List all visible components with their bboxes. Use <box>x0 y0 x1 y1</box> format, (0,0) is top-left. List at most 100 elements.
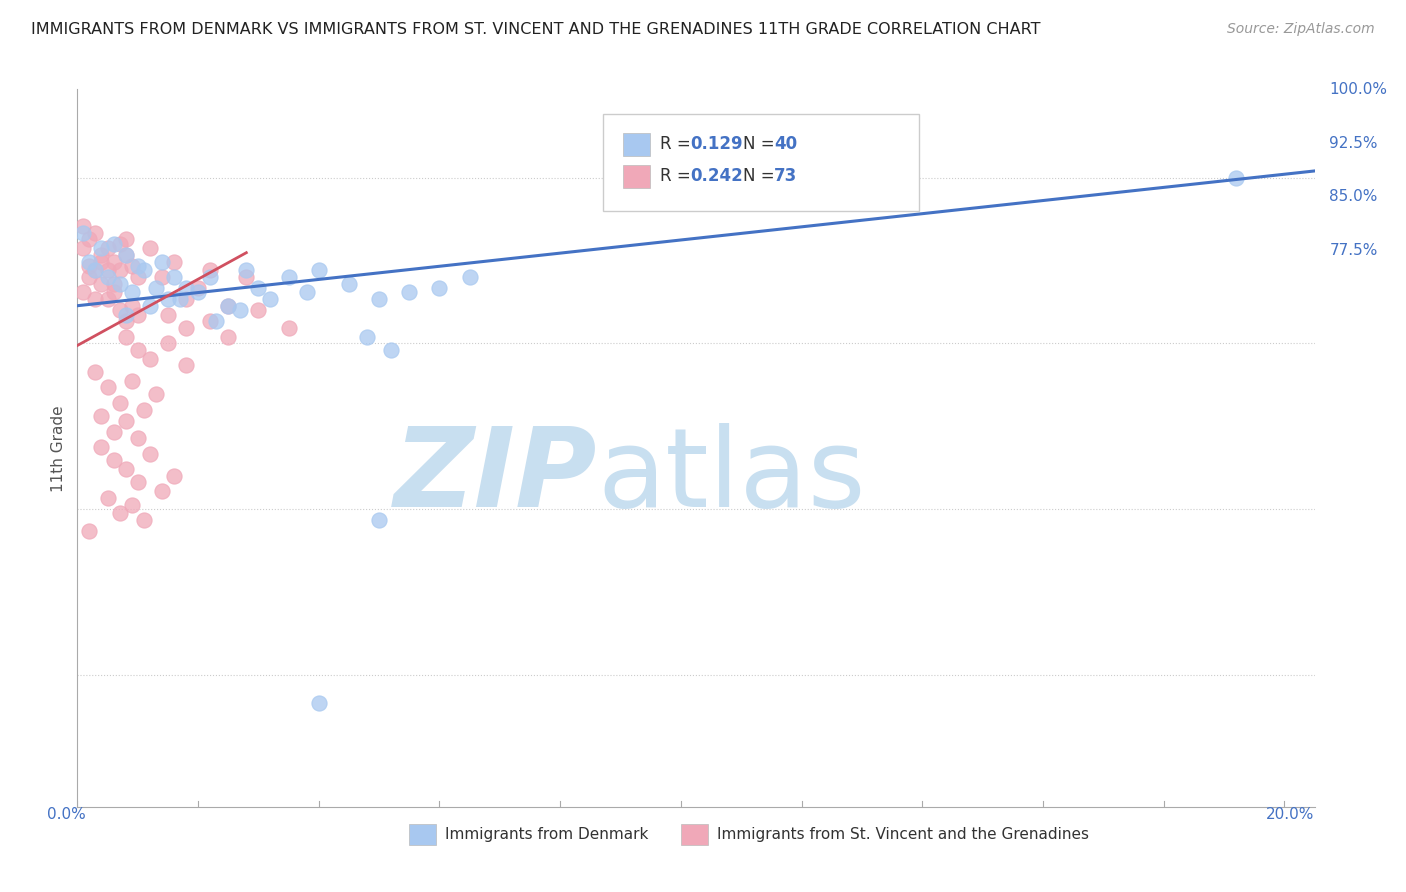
Point <box>247 303 270 318</box>
Point <box>127 475 149 490</box>
Point <box>277 321 299 335</box>
Point <box>398 285 420 300</box>
Point <box>337 277 360 291</box>
Point <box>356 329 378 343</box>
Point <box>235 270 257 285</box>
Point <box>187 281 209 295</box>
Point <box>139 299 162 313</box>
Point <box>79 524 101 538</box>
Point <box>90 254 112 268</box>
Point <box>429 281 451 295</box>
Point <box>103 277 125 291</box>
Text: N =: N = <box>742 167 780 185</box>
Point <box>277 270 299 285</box>
Point <box>96 263 118 277</box>
Point <box>127 308 149 322</box>
Point <box>121 285 143 300</box>
Point <box>103 425 125 439</box>
Text: Source: ZipAtlas.com: Source: ZipAtlas.com <box>1227 22 1375 37</box>
Point <box>84 263 107 277</box>
Point <box>163 254 186 268</box>
Point <box>156 336 179 351</box>
Text: 20.0%: 20.0% <box>1267 807 1315 822</box>
Text: 77.5%: 77.5% <box>1330 244 1378 259</box>
Point <box>368 513 391 527</box>
Point <box>72 219 94 234</box>
Point <box>127 270 149 285</box>
Point <box>108 263 131 277</box>
Point <box>458 270 481 285</box>
FancyBboxPatch shape <box>623 165 650 187</box>
Point <box>308 697 330 711</box>
Point <box>1225 170 1247 185</box>
Point <box>368 292 391 306</box>
Point <box>84 292 107 306</box>
Point <box>72 285 94 300</box>
Point <box>145 387 167 401</box>
Text: 73: 73 <box>773 167 797 185</box>
Point <box>229 303 252 318</box>
FancyBboxPatch shape <box>603 114 918 211</box>
Point <box>96 241 118 255</box>
Point <box>198 270 221 285</box>
Point <box>108 303 131 318</box>
Text: Immigrants from Denmark: Immigrants from Denmark <box>444 827 648 842</box>
Text: R =: R = <box>659 136 696 153</box>
Point <box>90 241 112 255</box>
Text: 100.0%: 100.0% <box>1330 82 1388 96</box>
Point <box>108 507 131 521</box>
Point <box>108 396 131 410</box>
Point <box>96 491 118 505</box>
Point <box>96 270 118 285</box>
Point <box>103 236 125 251</box>
Point <box>127 343 149 357</box>
Point <box>247 281 270 295</box>
Point <box>79 259 101 273</box>
Point <box>156 308 179 322</box>
Point <box>90 440 112 454</box>
FancyBboxPatch shape <box>623 133 650 156</box>
Text: 0.0%: 0.0% <box>48 807 86 822</box>
Point <box>103 285 125 300</box>
Point <box>174 321 197 335</box>
Point <box>163 270 186 285</box>
Text: 40: 40 <box>773 136 797 153</box>
Point <box>96 292 118 306</box>
Point <box>114 308 136 322</box>
Point <box>174 281 197 295</box>
Point <box>90 248 112 262</box>
Point <box>90 409 112 424</box>
Point <box>150 270 173 285</box>
Point <box>150 254 173 268</box>
Point <box>145 281 167 295</box>
Point <box>139 351 162 366</box>
Point <box>308 263 330 277</box>
Point <box>114 314 136 328</box>
Point <box>108 236 131 251</box>
Point <box>108 277 131 291</box>
FancyBboxPatch shape <box>681 824 709 845</box>
Point <box>198 263 221 277</box>
Point <box>84 365 107 379</box>
Point <box>380 343 402 357</box>
Point <box>114 248 136 262</box>
Text: 85.0%: 85.0% <box>1330 189 1378 204</box>
Point <box>114 329 136 343</box>
Point <box>163 468 186 483</box>
Point <box>79 254 101 268</box>
Text: 92.5%: 92.5% <box>1330 136 1378 151</box>
Point <box>72 226 94 240</box>
Point <box>127 259 149 273</box>
Text: IMMIGRANTS FROM DENMARK VS IMMIGRANTS FROM ST. VINCENT AND THE GRENADINES 11TH G: IMMIGRANTS FROM DENMARK VS IMMIGRANTS FR… <box>31 22 1040 37</box>
Point <box>295 285 318 300</box>
Point <box>174 292 197 306</box>
Point <box>127 431 149 445</box>
Text: 0.129: 0.129 <box>690 136 742 153</box>
Point <box>156 292 179 306</box>
Point <box>132 263 155 277</box>
Point <box>72 241 94 255</box>
Point <box>121 299 143 313</box>
Text: ZIP: ZIP <box>394 424 598 531</box>
Point <box>96 380 118 394</box>
Text: Immigrants from St. Vincent and the Grenadines: Immigrants from St. Vincent and the Gren… <box>717 827 1090 842</box>
